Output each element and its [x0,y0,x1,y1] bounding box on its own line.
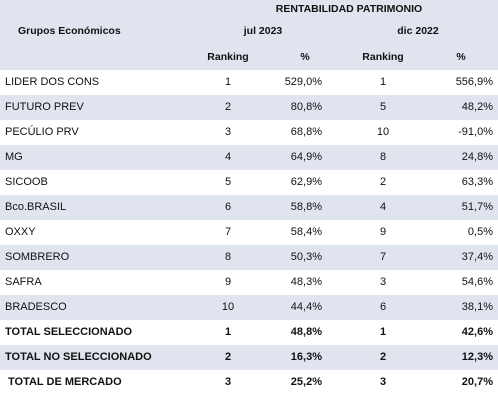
row-pct-2: 37,4% [461,251,493,263]
row-rank-2: 2 [379,176,387,188]
total-row: TOTAL SELECCIONADO 1 48,8% 1 42,6% [0,320,498,345]
row-pct-2: 54,6% [461,276,493,288]
row-rank-1: 6 [224,201,232,213]
row-pct-2: -91,0% [458,126,493,138]
row-rank-1: 4 [224,151,232,163]
row-rank-2: 3 [379,276,387,288]
row-name: TOTAL DE MERCADO [8,376,122,388]
row-pct-1: 58,4% [290,226,322,238]
row-name: SOMBRERO [5,251,70,263]
row-rank-1: 1 [224,76,232,88]
row-rank-2: 4 [379,201,387,213]
row-pct-2: 48,2% [461,101,493,113]
table-row: Bco.BRASIL 6 58,8% 4 51,7% [0,195,498,220]
total-row: TOTAL NO SELECCIONADO 2 16,3% 2 12,3% [0,345,498,370]
row-pct-1: 58,8% [290,201,322,213]
row-rank-2: 6 [379,301,387,313]
row-name: TOTAL NO SELECCIONADO [5,351,152,363]
table-row: PECÚLIO PRV 3 68,8% 10 -91,0% [0,120,498,145]
row-rank-2: 7 [379,251,387,263]
row-pct-2: 42,6% [461,326,493,338]
row-rank-1: 10 [221,301,235,313]
row-pct-2: 38,1% [461,301,493,313]
row-rank-1: 3 [224,126,232,138]
row-name: SAFRA [5,276,42,288]
row-pct-1: 68,8% [290,126,322,138]
ranking-header-1: Ranking [207,51,249,63]
table-row: SOMBRERO 8 50,3% 7 37,4% [0,245,498,270]
super-title: RENTABILIDAD PATRIMONIO [275,3,423,15]
row-pct-2: 24,8% [461,151,493,163]
row-pct-1: 25,2% [290,376,322,388]
row-pct-1: 44,4% [290,301,322,313]
row-name: OXXY [5,226,36,238]
period-1-header: jul 2023 [243,25,283,37]
row-rank-1: 8 [224,251,232,263]
row-pct-1: 64,9% [290,151,322,163]
row-rank-1: 2 [224,101,232,113]
row-name: TOTAL SELECCIONADO [5,326,133,338]
row-pct-1: 529,0% [284,76,322,88]
table-row: SICOOB 5 62,9% 2 63,3% [0,170,498,195]
row-name: SICOOB [5,176,48,188]
row-rank-2: 1 [379,76,387,88]
row-rank-2: 8 [379,151,387,163]
row-name: PECÚLIO PRV [5,126,79,138]
table-header [0,0,498,70]
row-pct-1: 48,3% [290,276,322,288]
table-row: MG 4 64,9% 8 24,8% [0,145,498,170]
row-rank-1: 7 [224,226,232,238]
row-rank-1: 3 [224,376,232,388]
row-pct-2: 51,7% [461,201,493,213]
group-column-header: Grupos Económicos [18,25,121,37]
row-name: Bco.BRASIL [5,201,67,213]
percent-header-2: % [456,51,466,63]
row-name: BRADESCO [5,301,67,313]
row-pct-1: 48,8% [290,326,322,338]
row-rank-2: 1 [379,326,387,338]
row-pct-1: 16,3% [290,351,322,363]
row-rank-2: 10 [376,126,390,138]
table-row: FUTURO PREV 2 80,8% 5 48,2% [0,95,498,120]
row-pct-2: 20,7% [461,376,493,388]
row-rank-1: 9 [224,276,232,288]
table-row: OXXY 7 58,4% 9 0,5% [0,220,498,245]
row-name: LIDER DOS CONS [5,76,100,88]
row-rank-1: 5 [224,176,232,188]
row-rank-2: 3 [379,376,387,388]
row-pct-2: 556,9% [455,76,493,88]
total-row: TOTAL DE MERCADO 3 25,2% 3 20,7% [0,370,498,395]
table-row: SAFRA 9 48,3% 3 54,6% [0,270,498,295]
row-rank-2: 9 [379,226,387,238]
row-pct-2: 12,3% [461,351,493,363]
row-pct-2: 0,5% [467,226,493,238]
row-rank-2: 2 [379,351,387,363]
row-rank-2: 5 [379,101,387,113]
row-rank-1: 2 [224,351,232,363]
row-name: FUTURO PREV [5,101,84,113]
row-pct-1: 62,9% [290,176,322,188]
row-rank-1: 1 [224,326,232,338]
row-pct-1: 80,8% [290,101,322,113]
row-name: MG [5,151,23,163]
percent-header-1: % [300,51,310,63]
row-pct-1: 50,3% [290,251,322,263]
period-2-header: dic 2022 [397,25,439,37]
table-row: LIDER DOS CONS 1 529,0% 1 556,9% [0,70,498,95]
row-pct-2: 63,3% [461,176,493,188]
ranking-header-2: Ranking [362,51,404,63]
table-row: BRADESCO 10 44,4% 6 38,1% [0,295,498,320]
